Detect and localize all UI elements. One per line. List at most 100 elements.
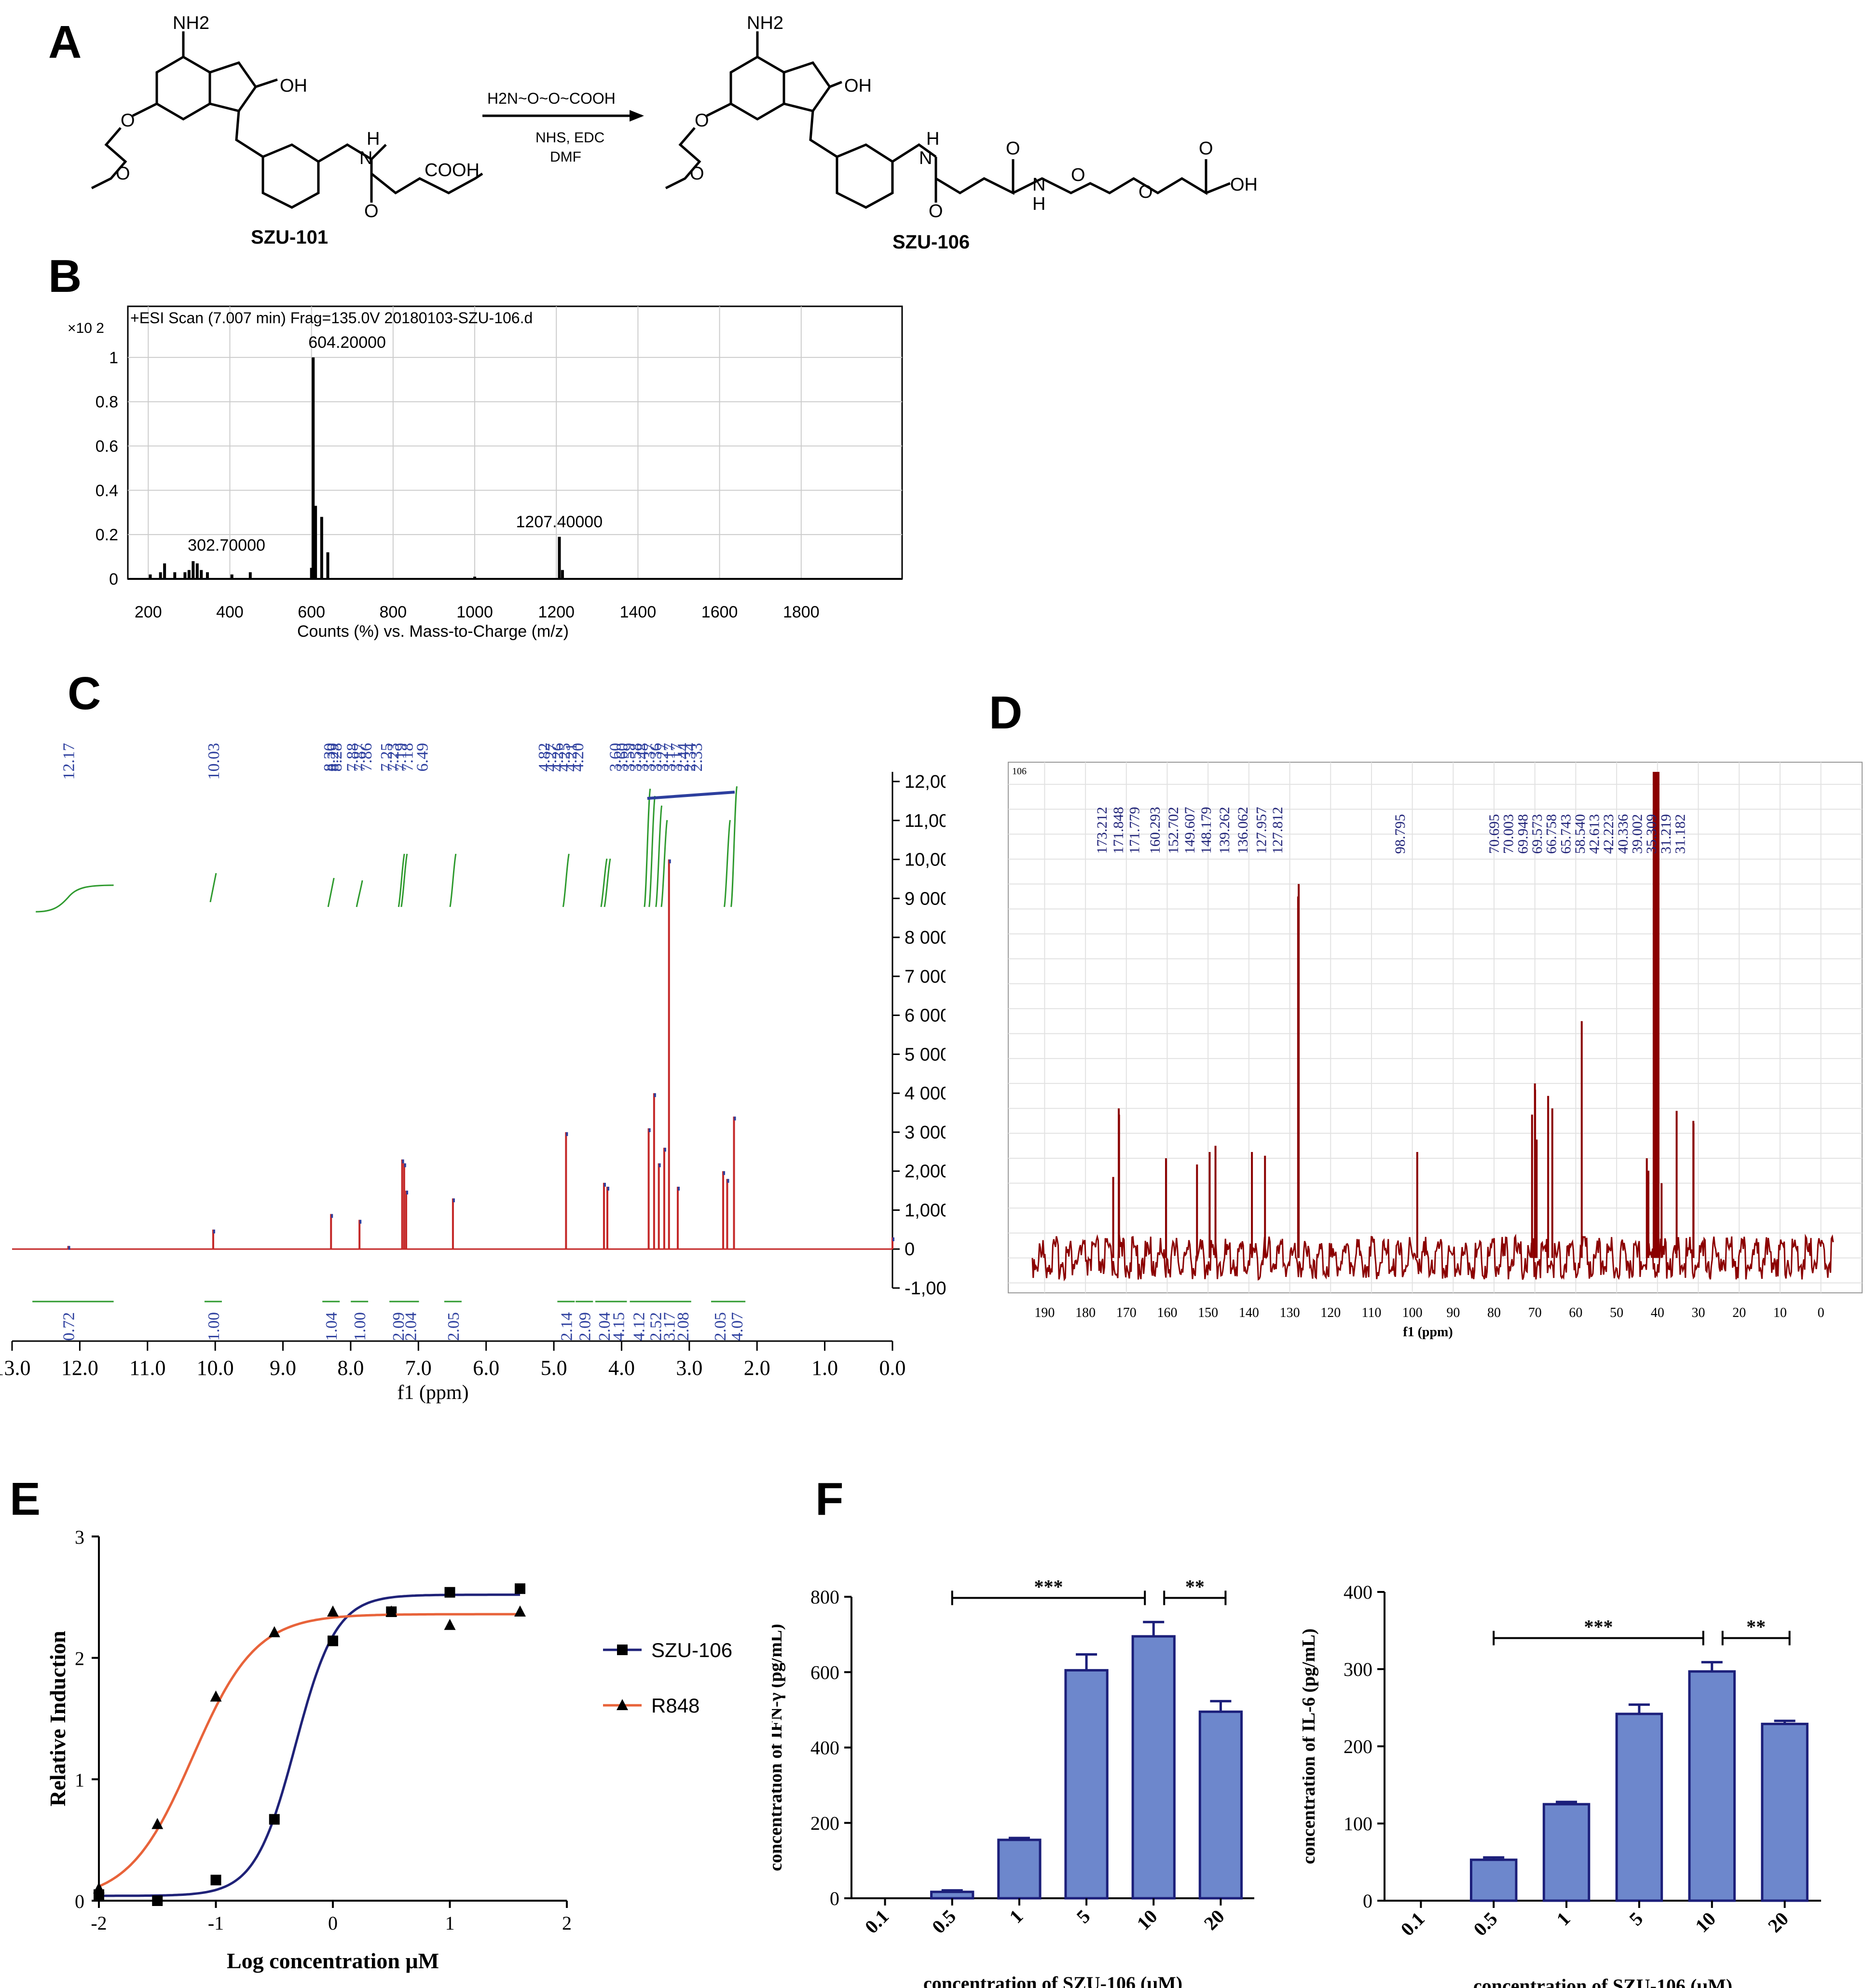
reactant-nh2-label: NH2: [173, 13, 209, 33]
data-point-square: [269, 1814, 280, 1825]
x-tick-label: 0: [328, 1912, 338, 1934]
integral-curve: [449, 853, 457, 907]
y-tick-label: 5 000: [905, 1044, 946, 1065]
mass-spectrum-chart: 200 400 600 800 1000 1200 1400 1600 1800 0 0.2 0.4 0…: [68, 305, 903, 641]
y-axis-label: Relative Induction: [45, 1631, 70, 1806]
peak-shift-label: 3.27: [654, 743, 672, 772]
peak-shift-label: 42.223: [1601, 814, 1617, 854]
peak-label-bracket: [647, 791, 735, 800]
integral-value: 4.07: [728, 1312, 746, 1341]
significance-label: ***: [1034, 1576, 1063, 1597]
product-o1-label: O: [929, 201, 943, 221]
y-axis-label: concentration of IFN-γ (pg/mL): [772, 1624, 786, 1871]
reactant-h-label: H: [367, 129, 380, 149]
legend-marker-triangle: [617, 1699, 628, 1710]
y-tick-label: 600: [810, 1661, 839, 1683]
product-h2-label: H: [1032, 194, 1045, 214]
y-tick-label: 8 000: [905, 928, 946, 948]
integral-value: 2.14: [558, 1312, 576, 1341]
x-axis-label: Log concentration μM: [227, 1948, 439, 1973]
data-point-triangle: [268, 1626, 280, 1637]
peak-shift-label: 3.60: [613, 743, 631, 772]
peak-shift-label: 171.779: [1127, 807, 1143, 854]
product-acid-oh-label: OH: [1230, 175, 1258, 195]
bar: [1542, 1803, 1591, 1902]
x-axis-label: Counts (%) vs. Mass-to-Charge (m/z): [297, 622, 569, 641]
peak-shift-label: 2.34: [681, 743, 699, 772]
y-tick-label: 1: [75, 1769, 84, 1791]
integral-curve: [209, 873, 217, 903]
reactant-structure: [91, 31, 483, 209]
significance-label: ***: [1584, 1616, 1613, 1638]
x-tick-label: 60: [1569, 1305, 1582, 1320]
x-tick-label: 1800: [783, 603, 820, 621]
solvent-label: DMF: [550, 149, 581, 165]
integral-value: 2.08: [674, 1312, 692, 1341]
x-tick-label: 30: [1692, 1305, 1705, 1320]
bar: [1688, 1670, 1736, 1902]
y-tick-label: 100: [1344, 1813, 1372, 1835]
x-tick-label: 400: [216, 603, 244, 621]
peak-shift-label: 139.262: [1217, 807, 1233, 854]
y-tick-label: 3 000: [905, 1123, 946, 1143]
x-tick-label: 3.0: [676, 1356, 702, 1380]
peak-shift-label: 35.309: [1644, 814, 1659, 854]
peak-shift-label: 70.695: [1486, 814, 1502, 854]
peak-shift-label: 2.44: [674, 743, 692, 772]
x-tick-label: 20: [1732, 1305, 1746, 1320]
y-tick-label: 2,000: [905, 1162, 946, 1182]
integral-value: 2.52: [647, 1312, 665, 1341]
legend-label: R848: [651, 1694, 699, 1717]
y-tick-label: 0.8: [96, 393, 118, 411]
x-axis-label: f1 (ppm): [397, 1382, 468, 1404]
peak-shift-label: 3.59: [620, 743, 638, 772]
x-tick-label: 6.0: [473, 1356, 499, 1380]
y-tick-label: 0: [1363, 1890, 1372, 1912]
peak-annotation: 604.20000: [308, 333, 386, 352]
data-point-triangle: [327, 1605, 339, 1617]
peak-shift-label: 160.293: [1147, 807, 1163, 854]
integral-curve: [644, 788, 651, 907]
peak-shift-label: 31.182: [1672, 814, 1688, 854]
data-point-triangle: [210, 1690, 222, 1702]
y-tick-label: 6 000: [905, 1006, 946, 1026]
peak-shift-label: 10.03: [205, 743, 223, 780]
product-n2-label: N: [1032, 175, 1045, 195]
x-tick-label: 190: [1034, 1305, 1055, 1320]
panel-label-a: A: [48, 16, 82, 68]
fit-curve-r848: [98, 1613, 520, 1888]
y-tick-label: 9 000: [905, 889, 946, 909]
x-tick-label: 12.0: [61, 1356, 98, 1380]
integral-value: 0.72: [60, 1312, 78, 1341]
integral-curve: [600, 858, 608, 907]
x-tick-label: 20: [1200, 1906, 1229, 1934]
fit-curve-szu106: [99, 1593, 520, 1897]
integral-value: 1.00: [205, 1312, 223, 1341]
il6-bar-chart: 0 100 200 300 400 0.1 0.5 1 5 10 20 concentration o…: [1303, 1581, 1821, 1988]
peak-shift-label: 173.212: [1094, 807, 1110, 854]
data-point-triangle: [514, 1605, 526, 1617]
x-tick-label: 2: [562, 1912, 572, 1934]
ms-title: +ESI Scan (7.007 min) Frag=135.0V 201801…: [130, 309, 533, 327]
x-tick-label: 200: [135, 603, 162, 621]
integral-curve: [603, 858, 611, 907]
x-tick-label: -2: [91, 1912, 107, 1934]
integral-value: 1.04: [323, 1312, 341, 1341]
peak-shift-label: 3.17: [661, 743, 679, 772]
significance-label: **: [1746, 1616, 1766, 1638]
panel-label-f: F: [815, 1473, 844, 1525]
dose-response-chart: 0 1 2 3 -2 -1 0 1 2 Log concentration μM Relative …: [45, 1526, 732, 1973]
plot-frame: [127, 305, 903, 580]
peak-shift-label: 40.336: [1615, 814, 1631, 854]
product-ether-o2-label: O: [1138, 182, 1153, 202]
peak-shift-label: 4.82: [535, 743, 553, 772]
x-tick-label: 5: [1625, 1908, 1647, 1930]
x-tick-label: 0.1: [861, 1906, 893, 1938]
ifn-gamma-bar-chart: 0 200 400 600 800 0.1 0.5 1 5 10 20 concentration o…: [772, 1576, 1254, 1988]
data-point-square: [515, 1583, 525, 1594]
x-tick-label: 150: [1198, 1305, 1218, 1320]
peak-shift-label: 3.48: [634, 743, 652, 772]
h-nmr-spectrum: 12,000 11,000 10,000 9 000 8 000 7 000 6 000 5 …: [0, 743, 946, 1404]
peak-shift-label: 3.60: [606, 743, 624, 772]
x-tick-label: 11.0: [129, 1356, 165, 1380]
